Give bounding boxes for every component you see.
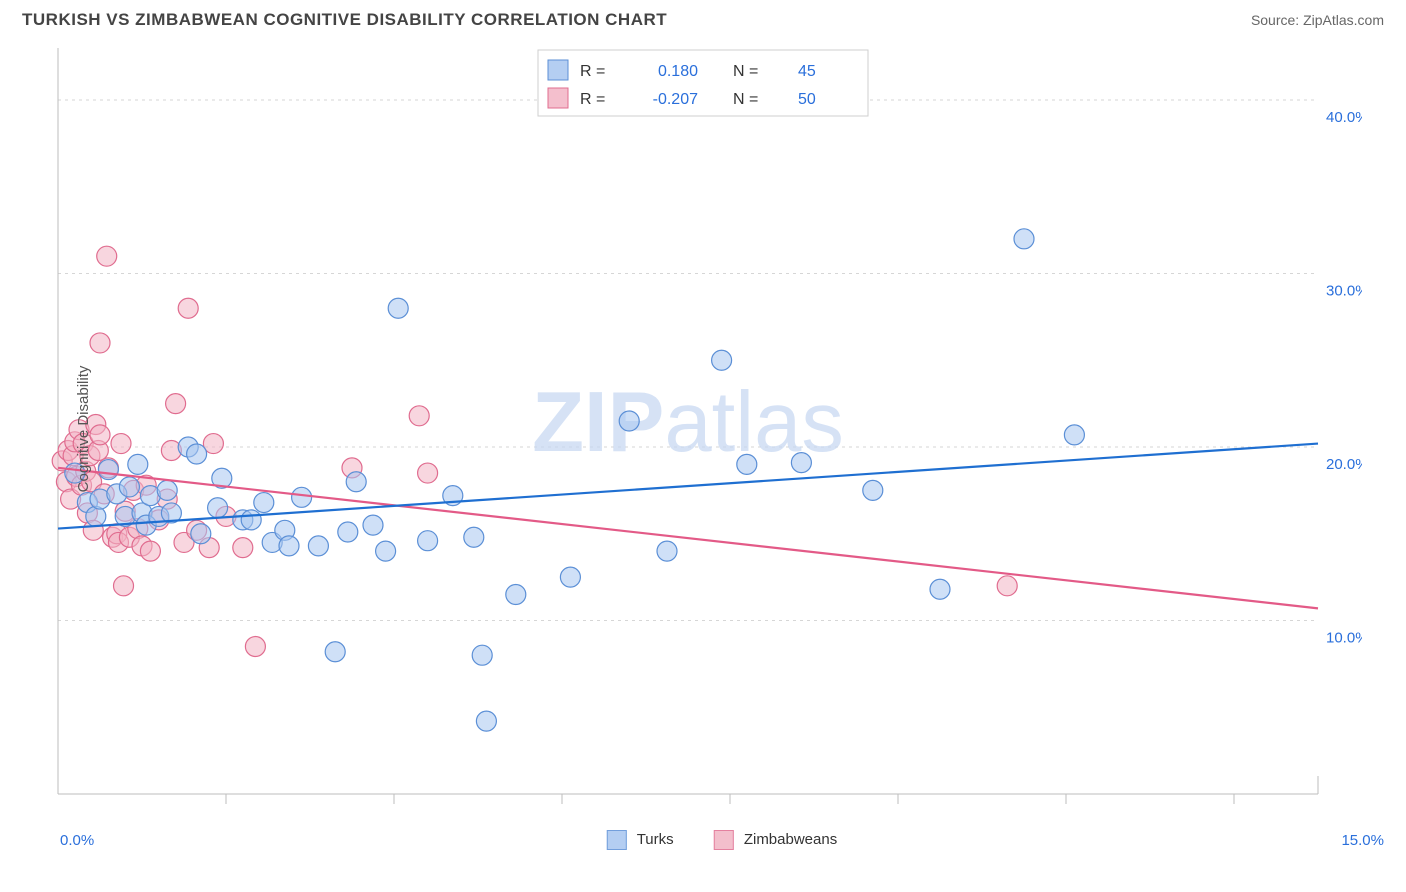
point-turks bbox=[464, 527, 484, 547]
point-turks bbox=[128, 454, 148, 474]
legend-n-value: 45 bbox=[798, 63, 816, 80]
point-turks bbox=[476, 711, 496, 731]
scatter-chart: 10.0%20.0%30.0%40.0%ZIPatlasR =0.180N =4… bbox=[22, 34, 1362, 824]
legend-zimbabweans-label: Zimbabweans bbox=[744, 831, 837, 848]
legend-swatch bbox=[548, 88, 568, 108]
point-turks bbox=[308, 536, 328, 556]
swatch-turks bbox=[607, 830, 627, 850]
x-axis-footer: 0.0% Turks Zimbabweans 15.0% bbox=[60, 830, 1384, 858]
point-zimbabweans bbox=[90, 425, 110, 445]
y-tick-label: 20.0% bbox=[1326, 456, 1362, 473]
point-zimbabweans bbox=[409, 406, 429, 426]
page-title: TURKISH VS ZIMBABWEAN COGNITIVE DISABILI… bbox=[22, 10, 667, 30]
point-turks bbox=[619, 411, 639, 431]
legend-swatch bbox=[548, 60, 568, 80]
point-zimbabweans bbox=[245, 637, 265, 657]
point-turks bbox=[930, 579, 950, 599]
point-turks bbox=[325, 642, 345, 662]
point-turks bbox=[737, 454, 757, 474]
point-turks bbox=[157, 480, 177, 500]
point-zimbabweans bbox=[178, 298, 198, 318]
point-zimbabweans bbox=[140, 541, 160, 561]
point-turks bbox=[1064, 425, 1084, 445]
x-axis-min-label: 0.0% bbox=[60, 832, 94, 849]
legend-n-label: N = bbox=[733, 91, 758, 108]
legend-turks: Turks bbox=[607, 830, 674, 850]
header: TURKISH VS ZIMBABWEAN COGNITIVE DISABILI… bbox=[0, 0, 1406, 34]
y-tick-label: 30.0% bbox=[1326, 283, 1362, 300]
point-zimbabweans bbox=[111, 434, 131, 454]
point-zimbabweans bbox=[166, 394, 186, 414]
point-turks bbox=[346, 472, 366, 492]
source-label: Source: ZipAtlas.com bbox=[1251, 12, 1384, 28]
point-turks bbox=[241, 510, 261, 530]
legend-n-value: 50 bbox=[798, 91, 816, 108]
point-turks bbox=[1014, 229, 1034, 249]
point-turks bbox=[418, 531, 438, 551]
y-tick-label: 40.0% bbox=[1326, 109, 1362, 126]
bottom-legend: Turks Zimbabweans bbox=[607, 830, 837, 850]
point-turks bbox=[472, 645, 492, 665]
point-turks bbox=[292, 487, 312, 507]
point-turks bbox=[388, 298, 408, 318]
point-turks bbox=[279, 536, 299, 556]
point-turks bbox=[98, 460, 118, 480]
point-turks bbox=[506, 584, 526, 604]
point-turks bbox=[791, 453, 811, 473]
point-turks bbox=[119, 477, 139, 497]
swatch-zimbabweans bbox=[714, 830, 734, 850]
point-turks bbox=[86, 506, 106, 526]
point-zimbabweans bbox=[114, 576, 134, 596]
point-turks bbox=[376, 541, 396, 561]
chart-container: Cognitive Disability 10.0% 20.0% 30.0% 40.0… bbox=[22, 34, 1384, 824]
point-zimbabweans bbox=[90, 333, 110, 353]
legend-turks-label: Turks bbox=[637, 831, 674, 848]
point-turks bbox=[254, 493, 274, 513]
point-turks bbox=[657, 541, 677, 561]
point-zimbabweans bbox=[997, 576, 1017, 596]
point-turks bbox=[863, 480, 883, 500]
point-turks bbox=[208, 498, 228, 518]
y-axis-label: Cognitive Disability bbox=[75, 366, 92, 493]
legend-r-value: -0.207 bbox=[653, 91, 698, 108]
point-zimbabweans bbox=[233, 538, 253, 558]
legend-r-label: R = bbox=[580, 91, 605, 108]
point-turks bbox=[191, 524, 211, 544]
y-tick-label: 10.0% bbox=[1326, 630, 1362, 647]
legend-n-label: N = bbox=[733, 63, 758, 80]
point-turks bbox=[560, 567, 580, 587]
legend-zimbabweans: Zimbabweans bbox=[714, 830, 838, 850]
point-zimbabweans bbox=[97, 246, 117, 266]
x-axis-max-label: 15.0% bbox=[1341, 832, 1384, 849]
point-turks bbox=[338, 522, 358, 542]
point-turks bbox=[363, 515, 383, 535]
point-turks bbox=[187, 444, 207, 464]
point-zimbabweans bbox=[418, 463, 438, 483]
legend-r-value: 0.180 bbox=[658, 63, 698, 80]
point-turks bbox=[712, 350, 732, 370]
legend-r-label: R = bbox=[580, 63, 605, 80]
